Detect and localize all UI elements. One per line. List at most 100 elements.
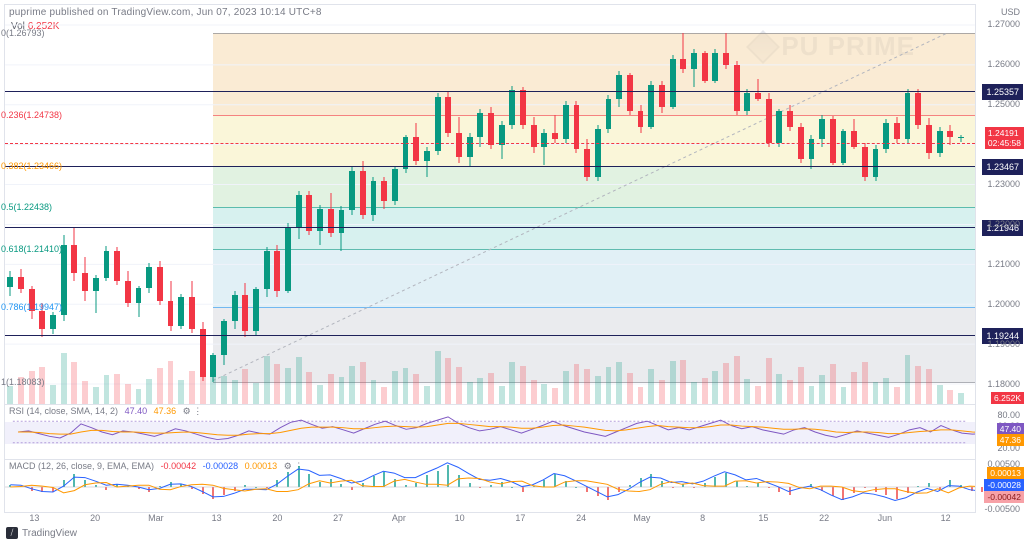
volume-bar [50,385,56,404]
volume-bar [456,367,462,404]
y-tick: 1.18000 [987,379,1020,389]
volume-bar [264,356,270,404]
x-tick: 20 [90,513,100,523]
volume-bar [445,358,451,404]
current-price-badge: 1.2419102:45:58 [985,127,1024,149]
volume-bar [467,382,473,404]
volume-bar [221,376,227,404]
volume-bar [381,387,387,404]
volume-bar [883,378,889,404]
volume-bar [210,373,216,404]
volume-bar [574,364,580,404]
volume-bar [798,367,804,404]
volume-bar [755,386,761,404]
volume-bar [734,356,740,404]
x-tick: 10 [455,513,465,523]
footer: ⧸ TradingView [6,527,77,539]
volume-bar [563,371,569,404]
price-axis[interactable]: USD1.180001.190001.200001.210001.220001.… [976,4,1024,513]
volume-bar [702,378,708,404]
volume-bar [242,369,248,404]
chart-area[interactable]: puprime published on TradingView.com, Ju… [4,4,976,513]
volume-bar [306,372,312,404]
volume-bar [499,386,505,404]
volume-bar [520,366,526,404]
y-tick: 1.27000 [987,19,1020,29]
x-tick: 13 [29,513,39,523]
volume-bar [648,369,654,404]
volume-bar [638,387,644,404]
y-tick: 1.22000 [987,219,1020,229]
macd-panel[interactable]: MACD (12, 26, close, 9, EMA, EMA) -0.000… [5,460,975,514]
volume-bar [317,385,323,404]
volume-bar [627,373,633,404]
fib-label: 0.236(1.24738) [1,110,209,120]
volume-bar [253,383,259,404]
volume-bar [915,366,921,404]
volume-bar [809,386,815,404]
volume-bar [937,385,943,404]
volume-bar [873,382,879,404]
volume-bar [670,361,676,404]
volume-bar [232,380,238,404]
x-tick: 8 [700,513,705,523]
volume-bar [125,384,131,404]
volume-axis-badge: 6.252K [991,392,1024,404]
volume-bar [680,360,686,404]
volume-bar [413,374,419,404]
volume-bar [584,369,590,404]
x-tick: 27 [333,513,343,523]
volume-bar [93,387,99,404]
volume-bar [285,368,291,404]
x-tick: 20 [272,513,282,523]
x-tick: Jun [878,513,893,523]
volume-bar [862,362,868,404]
volume-bar [136,389,142,404]
y-tick: 1.25000 [987,99,1020,109]
volume-bar [926,369,932,404]
volume-bar [606,367,612,404]
footer-label: TradingView [22,528,77,539]
volume-bar [477,378,483,404]
fib-label: 0.618(1.21410) [1,244,209,254]
rsi-band-fill [5,422,975,444]
volume-bar [947,390,953,404]
volume-bar [691,382,697,404]
volume-bar [296,357,302,404]
fib-label: 0.382(1.23466) [1,161,209,171]
volume-bar [659,380,665,404]
x-tick: 13 [212,513,222,523]
time-axis[interactable]: 1320Mar132027Apr101724May81522Jun12 [4,513,976,527]
currency-label: USD [1001,7,1020,17]
volume-bar [531,380,537,404]
y-tick: 1.23000 [987,179,1020,189]
volume-bar [339,377,345,404]
volume-bar [776,374,782,404]
volume-bar [851,372,857,404]
volume-bar [712,371,718,404]
volume-bar [766,358,772,404]
y-tick: 1.21000 [987,259,1020,269]
volume-bar [894,387,900,404]
volume-bar [616,362,622,404]
volume-bar [360,362,366,404]
horizontal-line[interactable]: 1.21946 [5,227,975,228]
horizontal-line[interactable]: 1.25357 [5,91,975,92]
volume-bar [7,386,13,404]
volume-bar [488,373,494,404]
volume-bar [509,362,515,404]
fib-label: 0(1.26793) [1,28,209,38]
volume-bar [200,347,206,404]
price-panel[interactable]: puprime published on TradingView.com, Ju… [5,5,975,405]
volume-bar [744,379,750,404]
volume-bar [274,364,280,404]
volume-bar [905,355,911,404]
tradingview-icon: ⧸ [6,527,18,539]
rsi-panel[interactable]: RSI (14, close, SMA, 14, 2) 47.40 47.36 … [5,405,975,460]
volume-bar [595,376,601,404]
horizontal-line[interactable]: 1.19244 [5,335,975,336]
x-tick: 12 [941,513,951,523]
gear-icon[interactable]: ⚙ ⋮ [183,406,203,416]
macd-histogram [5,460,975,514]
volume-bar [958,393,964,404]
